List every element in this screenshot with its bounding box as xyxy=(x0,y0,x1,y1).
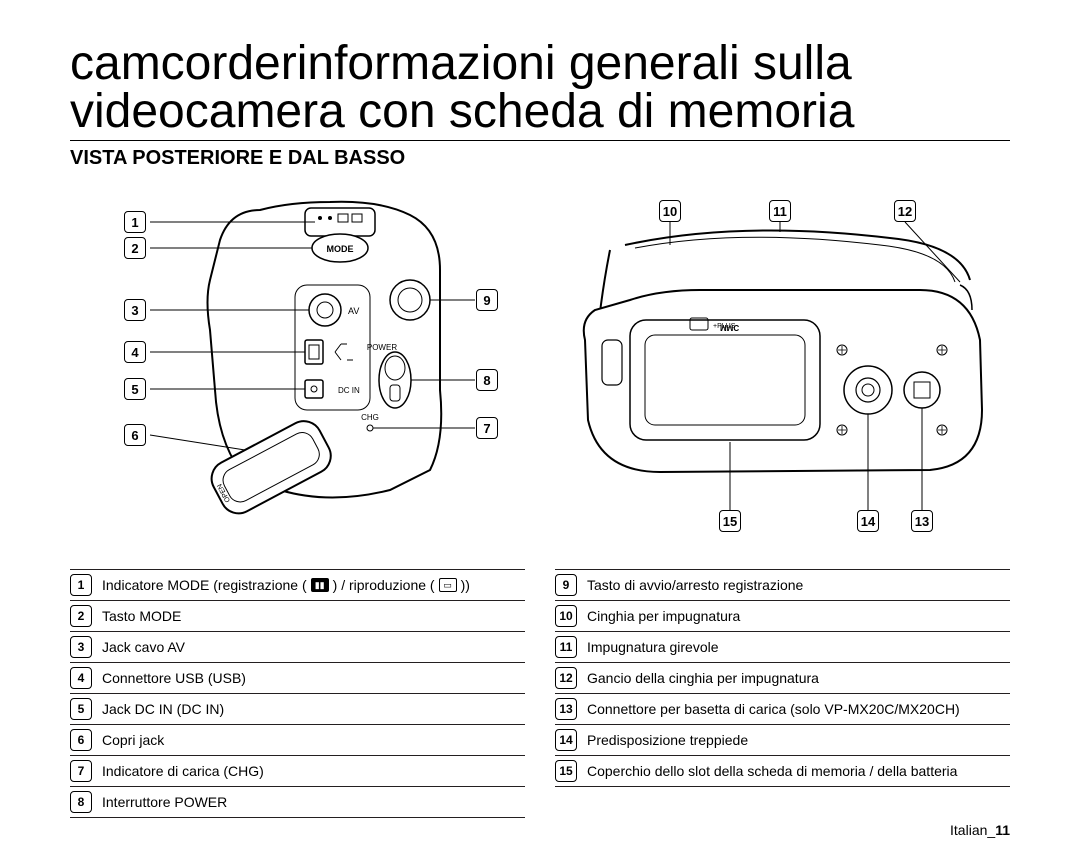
svg-text:CHG: CHG xyxy=(361,413,379,422)
svg-text:AV: AV xyxy=(348,306,359,316)
list-item: 5Jack DC IN (DC IN) xyxy=(70,693,525,725)
svg-text:+PLUS: +PLUS xyxy=(713,323,736,330)
callout-4: 4 xyxy=(124,341,146,363)
callout-11: 11 xyxy=(769,200,791,222)
callout-8: 8 xyxy=(476,369,498,391)
list-item: 9Tasto di avvio/arresto registrazione xyxy=(555,569,1010,601)
title-line-2: videocamera con scheda di memoria xyxy=(70,85,854,138)
section-heading: VISTA POSTERIORE E DAL BASSO xyxy=(70,147,1010,170)
list-item: 11Impugnatura girevole xyxy=(555,631,1010,663)
bottom-view-svg: MMC +PLUS xyxy=(540,190,1000,540)
callout-6: 6 xyxy=(124,424,146,446)
left-list: 1 Indicatore MODE (registrazione ( ▮▮ ) … xyxy=(70,570,525,818)
list-item: 10Cinghia per impugnatura xyxy=(555,600,1010,632)
callout-15: 15 xyxy=(719,510,741,532)
playback-icon: ▭ xyxy=(439,578,457,592)
footer-prefix: Italian_ xyxy=(950,822,995,838)
list-item: 3Jack cavo AV xyxy=(70,631,525,663)
callout-2: 2 xyxy=(124,237,146,259)
list-item: 6Copri jack xyxy=(70,724,525,756)
right-list: 9Tasto di avvio/arresto registrazione 10… xyxy=(555,570,1010,818)
list-item: 14Predisposizione treppiede xyxy=(555,724,1010,756)
svg-text:MODE: MODE xyxy=(327,244,354,254)
list-item: 7Indicatore di carica (CHG) xyxy=(70,755,525,787)
list-text: Indicatore MODE (registrazione ( ▮▮ ) / … xyxy=(102,577,525,593)
list-item: 13Connettore per basetta di carica (solo… xyxy=(555,693,1010,725)
callout-10: 10 xyxy=(659,200,681,222)
list-item: 4Connettore USB (USB) xyxy=(70,662,525,694)
parts-lists: 1 Indicatore MODE (registrazione ( ▮▮ ) … xyxy=(70,570,1010,818)
list-item: 1 Indicatore MODE (registrazione ( ▮▮ ) … xyxy=(70,569,525,601)
list-item: 12Gancio della cinghia per impugnatura xyxy=(555,662,1010,694)
footer-page-number: 11 xyxy=(995,822,1010,838)
diagram-rear: MODE AV POWER DC IN CHG xyxy=(80,190,500,540)
callout-12: 12 xyxy=(894,200,916,222)
camcorder-icon: ▮▮ xyxy=(311,578,329,592)
list-item: 15Coperchio dello slot della scheda di m… xyxy=(555,755,1010,787)
callout-7: 7 xyxy=(476,417,498,439)
callout-1: 1 xyxy=(124,211,146,233)
page-footer: Italian_11 xyxy=(950,822,1010,838)
diagrams-container: MODE AV POWER DC IN CHG xyxy=(70,190,1010,540)
callout-14: 14 xyxy=(857,510,879,532)
list-num: 1 xyxy=(70,574,92,596)
page-title: camcorderinformazioni generali sulla vid… xyxy=(70,40,1010,141)
list-item: 2Tasto MODE xyxy=(70,600,525,632)
list-item: 8Interruttore POWER xyxy=(70,786,525,818)
diagram-bottom: MMC +PLUS xyxy=(540,190,1000,540)
callout-13: 13 xyxy=(911,510,933,532)
callout-9: 9 xyxy=(476,289,498,311)
callout-3: 3 xyxy=(124,299,146,321)
svg-text:POWER: POWER xyxy=(367,343,397,352)
title-line-1: camcorderinformazioni generali sulla xyxy=(70,37,852,90)
svg-text:DC IN: DC IN xyxy=(338,386,360,395)
callout-5: 5 xyxy=(124,378,146,400)
